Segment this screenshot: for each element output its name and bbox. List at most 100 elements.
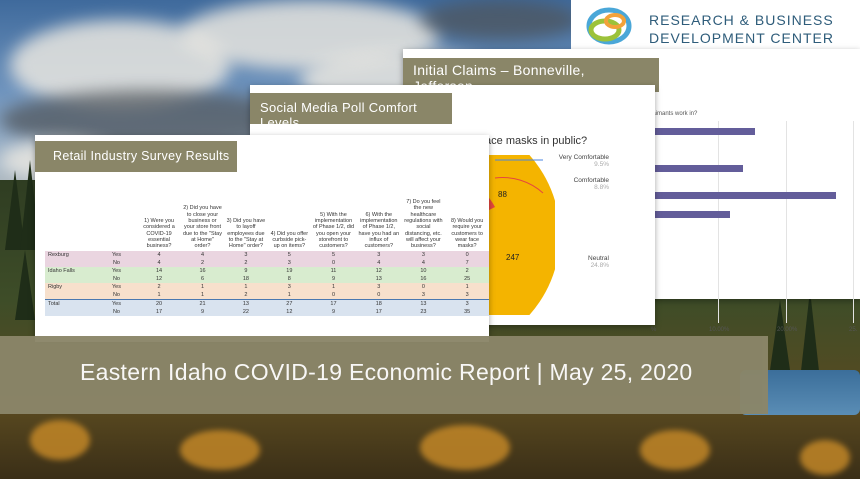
claims-bar	[651, 165, 743, 172]
table-cell: 3	[267, 258, 311, 267]
x-tick: %	[651, 327, 657, 333]
table-cell: 3	[267, 282, 311, 291]
legend-very-comfortable: Very Comfortable 9.5%	[558, 154, 609, 168]
table-cell: 7	[445, 258, 489, 267]
table-cell: 3	[445, 290, 489, 299]
table-cell: 2	[224, 290, 268, 299]
table-cell: 3	[224, 250, 268, 259]
row-location: Rexburg	[45, 250, 96, 259]
table-cell: 9	[224, 266, 268, 275]
table-cell: 17	[310, 298, 357, 308]
table-cell: 23	[401, 307, 446, 316]
legend-comfortable: Comfortable 8.8%	[573, 177, 609, 191]
table-cell: 16	[401, 274, 446, 283]
table-cell: 16	[180, 266, 225, 275]
row-location: Total	[45, 298, 96, 308]
table-cell: 9	[180, 307, 225, 316]
table-cell: 1	[137, 290, 181, 299]
poll-question: face masks in public?	[482, 135, 588, 147]
table-cell: 0	[445, 250, 489, 259]
table-cell: 20	[137, 298, 181, 308]
pie-value-comfortable: 88	[498, 190, 507, 199]
row-answer: Yes	[95, 250, 138, 259]
table-cell: 21	[180, 298, 225, 308]
rbdc-logo-icon	[586, 7, 632, 45]
poll-slide-title: Social Media Poll Comfort Levels	[250, 93, 452, 130]
claims-bar	[651, 128, 755, 135]
row-answer: No	[95, 307, 138, 316]
report-title-banner: Eastern Idaho COVID-19 Economic Report |…	[0, 336, 768, 414]
table-cell: 13	[356, 274, 402, 283]
table-cell: 6	[180, 274, 225, 283]
table-cell: 0	[310, 290, 357, 299]
table-cell: 27	[267, 298, 311, 308]
logo-line-2: DEVELOPMENT CENTER	[649, 30, 834, 46]
x-tick: 25.	[849, 327, 858, 333]
col-header: 2) Did you have to close your business o…	[183, 205, 222, 250]
col-header: 8) Would you require your customers to w…	[451, 217, 484, 250]
pie-value-neutral: 247	[506, 253, 520, 262]
table-cell: 2	[224, 258, 268, 267]
row-location	[45, 274, 96, 283]
row-answer: No	[95, 258, 138, 267]
table-cell: 1	[310, 282, 357, 291]
col-header: 5) With the implementation of Phase 1/2,…	[312, 211, 355, 250]
table-cell: 3	[445, 298, 489, 308]
claims-chart-title: laimants work in?	[651, 111, 698, 117]
logo-line-1: RESEARCH & BUSINESS	[649, 12, 834, 28]
report-title: Eastern Idaho COVID-19 Economic Report |…	[80, 359, 693, 385]
table-cell: 1	[224, 282, 268, 291]
table-cell: 1	[267, 290, 311, 299]
table-cell: 2	[180, 258, 225, 267]
table-cell: 0	[310, 258, 357, 267]
table-cell: 35	[445, 307, 489, 316]
table-row: No 1 1 2 1 0 0 3 3	[45, 290, 489, 299]
retail-survey-table: 1) Were you considered a COVID-19 essent…	[45, 198, 489, 316]
table-cell: 14	[137, 266, 181, 275]
table-cell: 2	[445, 266, 489, 275]
table-cell: 3	[401, 250, 446, 259]
table-cell: 13	[401, 298, 446, 308]
table-cell: 0	[401, 282, 446, 291]
table-cell: 4	[137, 258, 181, 267]
table-cell: 9	[310, 307, 357, 316]
table-cell: 3	[356, 282, 402, 291]
table-cell: 5	[310, 250, 357, 259]
col-header: 3) Did you have to layoff employees due …	[226, 217, 266, 250]
table-cell: 1	[180, 282, 225, 291]
table-cell: 13	[224, 298, 268, 308]
table-row: No 12 6 18 8 9 13 16 25	[45, 274, 489, 283]
x-tick: 20.00%	[777, 327, 798, 333]
table-cell: 11	[310, 266, 357, 275]
table-cell: 1	[180, 290, 225, 299]
x-tick: 10.00%	[709, 327, 730, 333]
table-cell: 19	[267, 266, 311, 275]
row-answer: No	[95, 290, 138, 299]
table-cell: 5	[267, 250, 311, 259]
table-cell: 17	[137, 307, 181, 316]
table-cell: 0	[356, 290, 402, 299]
rbdc-logo: RESEARCH & BUSINESS DEVELOPMENT CENTER	[571, 0, 860, 50]
table-row: Rexburg Yes 4 4 3 5 5 3 3 0	[45, 250, 489, 259]
table-cell: 10	[401, 266, 446, 275]
col-header: 1) Were you considered a COVID-19 essent…	[143, 217, 175, 250]
table-row: No 4 2 2 3 0 4 4 7	[45, 258, 489, 267]
table-cell: 12	[356, 266, 402, 275]
table-cell: 18	[224, 274, 268, 283]
row-answer: No	[95, 274, 138, 283]
col-header: 6) With the implementation of Phase 1/2,…	[358, 211, 400, 250]
claims-bar	[651, 192, 836, 199]
table-row: No 17 9 22 12 9 17 23 35	[45, 307, 489, 316]
table-cell: 3	[401, 290, 446, 299]
row-answer: Yes	[95, 298, 138, 308]
table-cell: 17	[356, 307, 402, 316]
table-cell: 8	[267, 274, 311, 283]
table-cell: 22	[224, 307, 268, 316]
table-row: Total Yes 20 21 13 27 17 18 13 3	[45, 298, 489, 308]
table-cell: 2	[137, 282, 181, 291]
table-cell: 4	[401, 258, 446, 267]
row-location	[45, 290, 96, 299]
row-location: Rigby	[45, 282, 96, 291]
table-cell: 12	[137, 274, 181, 283]
table-cell: 4	[356, 258, 402, 267]
